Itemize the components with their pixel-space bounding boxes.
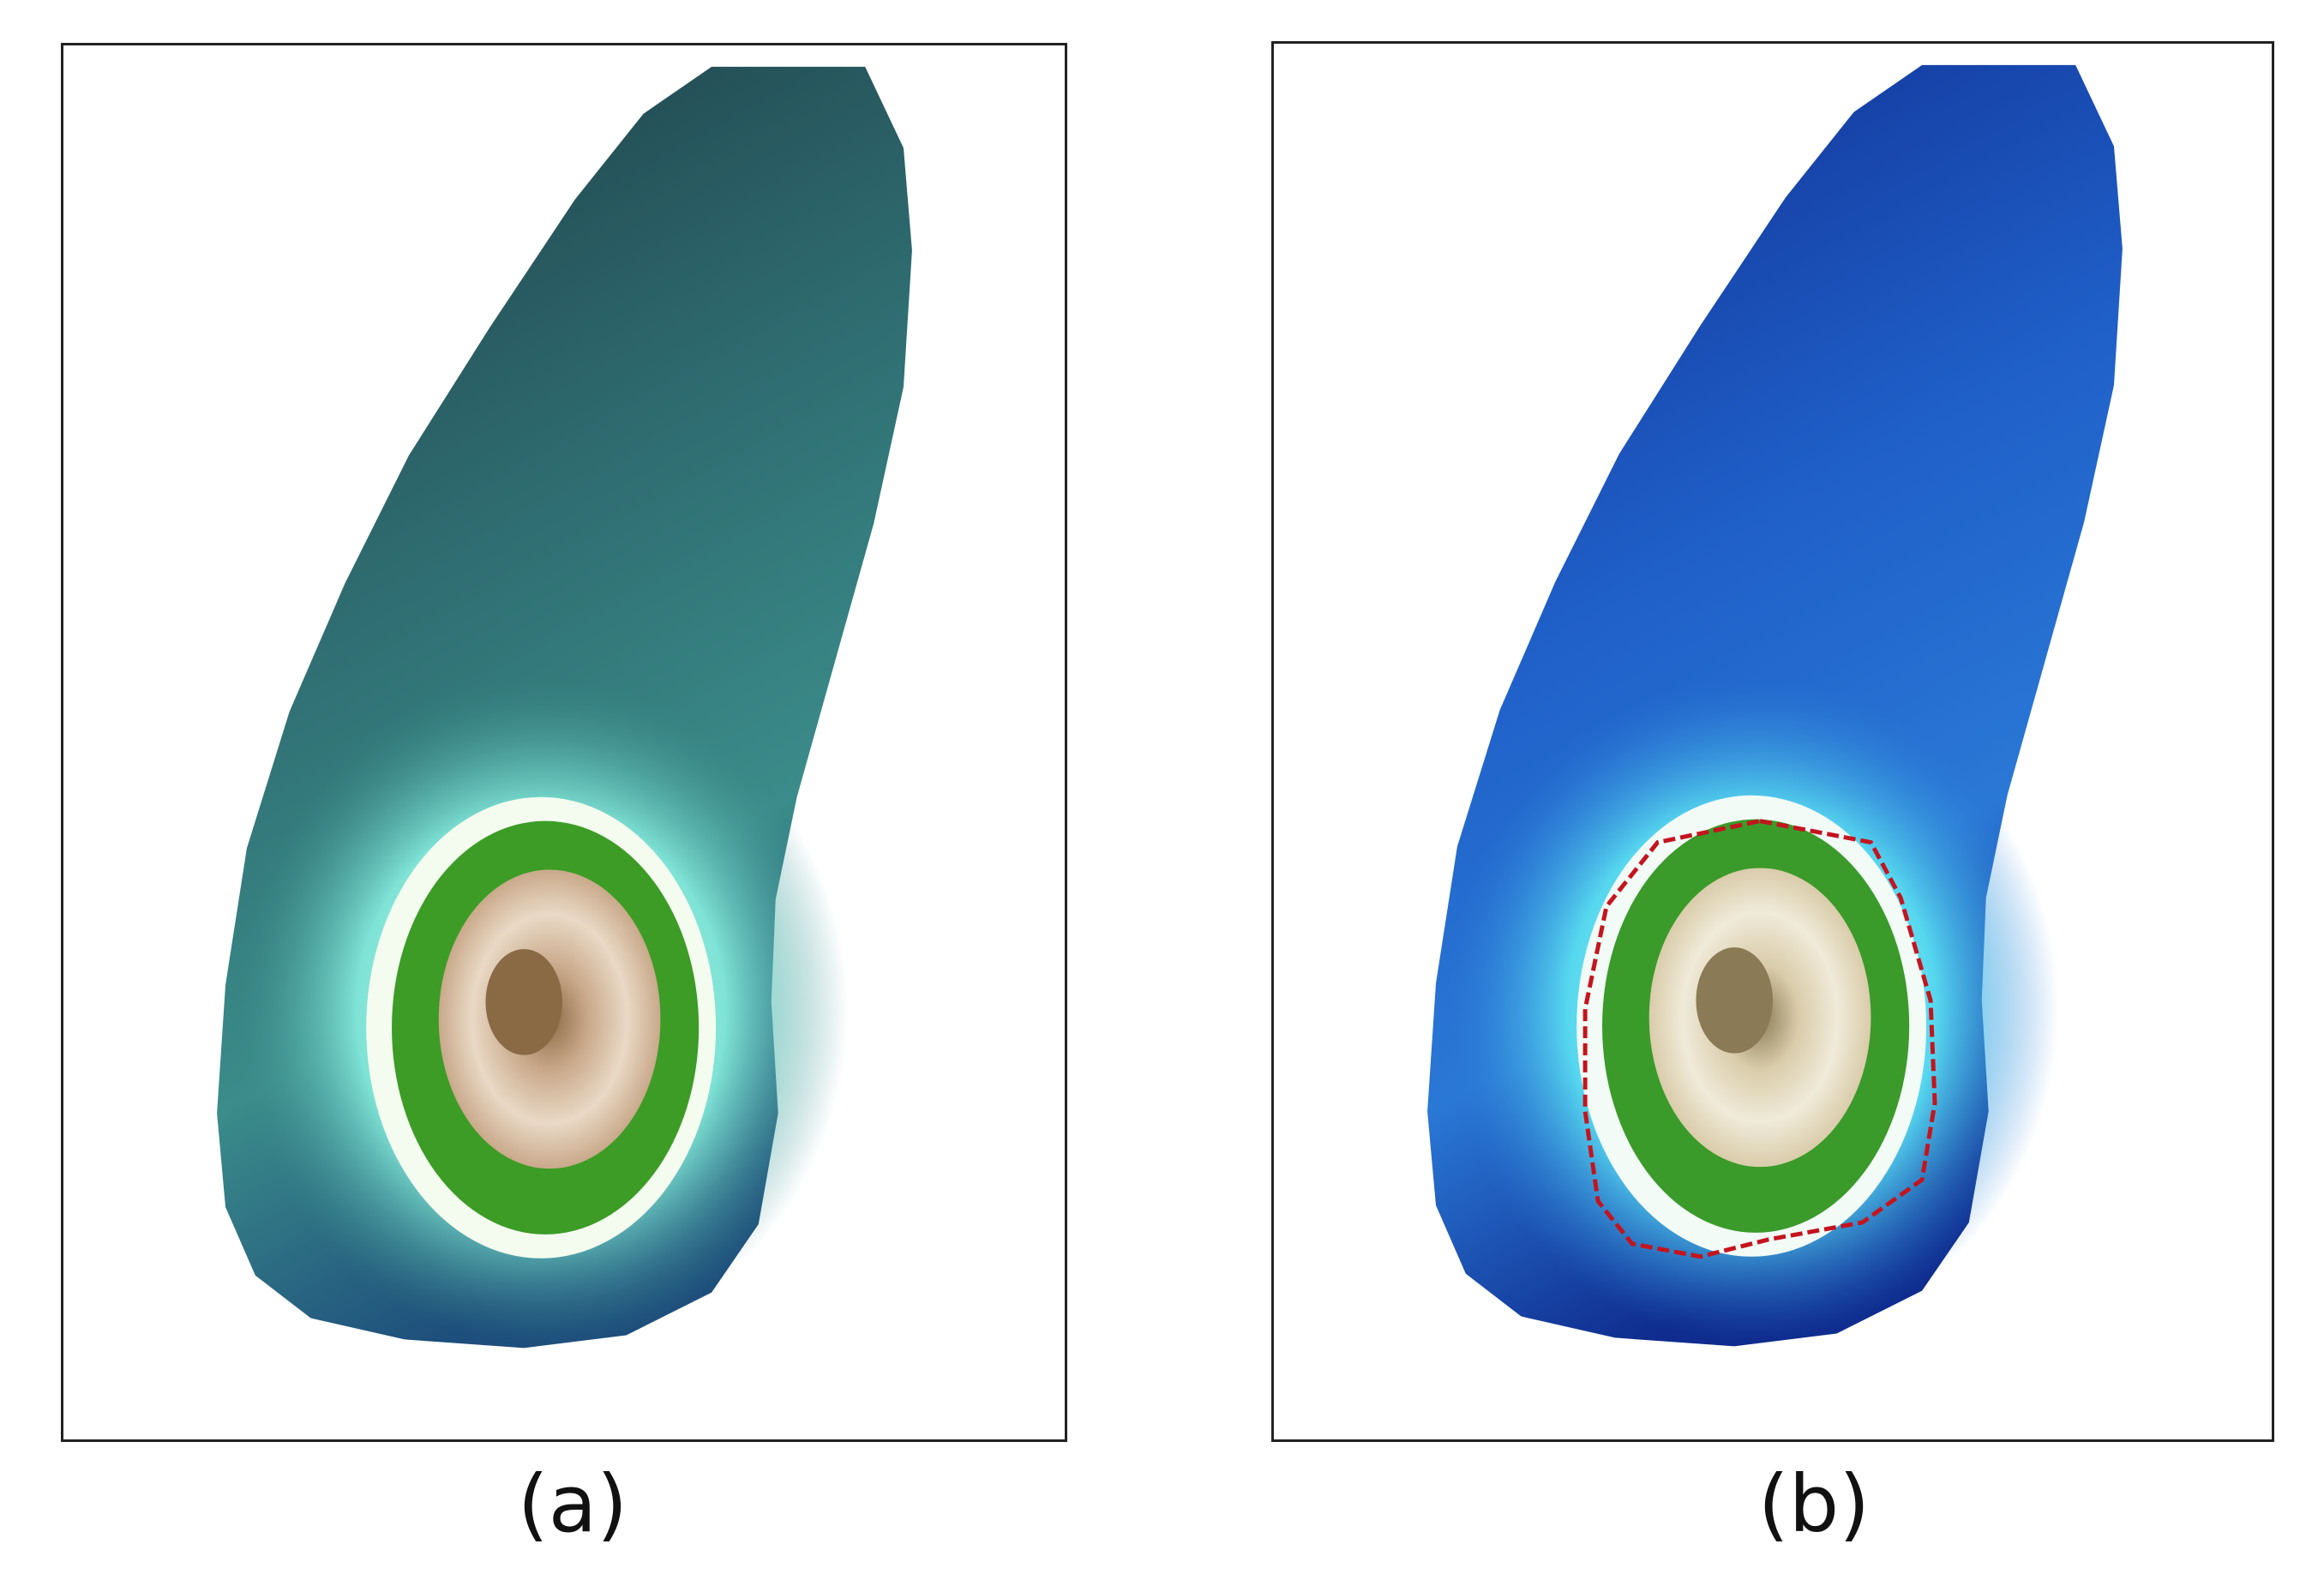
shoreline-outline-b [1582,819,1937,1259]
panel-a-image [61,43,1067,1442]
caption-a: (a) [517,1458,628,1550]
island-image-b [1427,64,2123,1347]
panel-b-image [1271,41,2274,1442]
island-center-b [1696,947,1773,1054]
island-image-a [217,66,912,1349]
island-center-a [485,949,563,1055]
caption-b: (b) [1757,1458,1871,1550]
